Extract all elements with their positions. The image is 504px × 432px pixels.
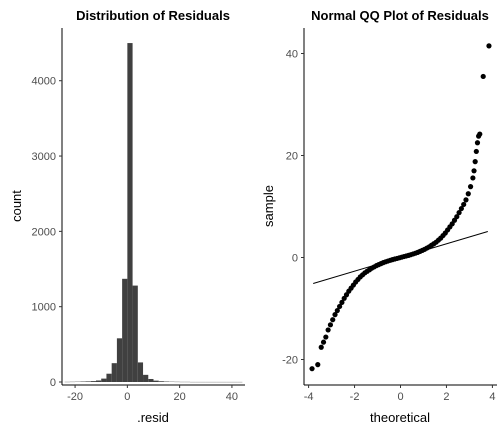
histogram-bar (122, 278, 128, 382)
histogram-x-tick-label: -20 (67, 391, 83, 403)
qq-title: Normal QQ Plot of Residuals (311, 8, 489, 23)
histogram-ylabel: count (9, 190, 24, 222)
qq-point (467, 184, 474, 190)
histogram-bars (64, 43, 243, 383)
histogram-x-tick-label: 40 (226, 391, 238, 403)
qq-point (461, 201, 467, 208)
qq-point (458, 205, 464, 212)
qq-point (332, 312, 338, 318)
histogram-bar (158, 381, 164, 382)
histogram-y-tick-label: 2000 (32, 226, 56, 238)
qq-point (320, 339, 327, 345)
histogram-bar (106, 373, 112, 382)
qq-point (339, 299, 345, 305)
qq-point (323, 334, 329, 340)
histogram-title: Distribution of Residuals (76, 8, 230, 23)
qq-point (454, 214, 460, 220)
qq-point (465, 191, 471, 197)
qq-point (474, 140, 481, 146)
qq-point (325, 327, 331, 333)
histogram-bar (95, 380, 102, 382)
qq-point (309, 366, 315, 372)
qq-point (472, 159, 478, 165)
histogram-bar (153, 380, 159, 382)
histogram-axes: 0 1000 2000 3000 4000 -20 0 20 40 (32, 28, 245, 403)
qq-point (486, 43, 492, 49)
qq-y-tick-label: 40 (286, 49, 298, 61)
histogram-y-tick-label: 3000 (32, 151, 56, 163)
histogram-bar (143, 374, 149, 382)
qq-point (315, 362, 321, 368)
histogram-bar (101, 378, 107, 382)
qq-point (477, 131, 483, 137)
qq-point (463, 197, 469, 203)
qq-point (471, 168, 477, 174)
histogram-bar (111, 363, 117, 382)
histogram-y-tick-label: 4000 (32, 76, 56, 88)
histogram-xlabel: .resid (137, 410, 169, 425)
histogram-y-tick-label: 1000 (32, 302, 56, 314)
histogram-bar (148, 378, 154, 382)
qq-y-tick-label: 0 (292, 253, 298, 265)
histogram-bar (127, 43, 133, 382)
qq-xlabel: theoretical (370, 410, 430, 425)
qq-panel: Normal QQ Plot of Residuals sample theor… (261, 8, 497, 425)
qq-ylabel: sample (261, 185, 276, 227)
qq-point (318, 344, 324, 350)
qq-x-tick-label: 4 (489, 391, 495, 403)
histogram-x-tick-label: 0 (124, 391, 130, 403)
qq-point (480, 73, 486, 80)
histogram-bar (132, 285, 138, 382)
qq-x-tick-label: 2 (443, 391, 449, 403)
histogram-x-tick-label: 20 (174, 391, 186, 403)
qq-x-tick-label: 0 (397, 391, 403, 403)
qq-x-tick-label: -2 (350, 391, 360, 403)
qq-point (330, 317, 336, 323)
qq-y-tick-label: -20 (282, 355, 298, 367)
histogram-bar (85, 381, 91, 382)
qq-point (473, 148, 479, 155)
qq-y-tick-label: 20 (286, 151, 298, 163)
histogram-bar (90, 381, 96, 382)
qq-point (334, 307, 340, 314)
qq-point (337, 303, 343, 310)
qq-points (309, 43, 492, 372)
histogram-y-tick-label: 0 (50, 377, 56, 389)
qq-point (456, 210, 462, 216)
histogram-panel: Distribution of Residuals count .resid 0… (9, 8, 245, 425)
histogram-bar (116, 338, 123, 382)
qq-point (327, 322, 334, 328)
histogram-bar (137, 362, 144, 382)
qq-point (470, 175, 476, 181)
qq-x-tick-label: -4 (304, 391, 314, 403)
